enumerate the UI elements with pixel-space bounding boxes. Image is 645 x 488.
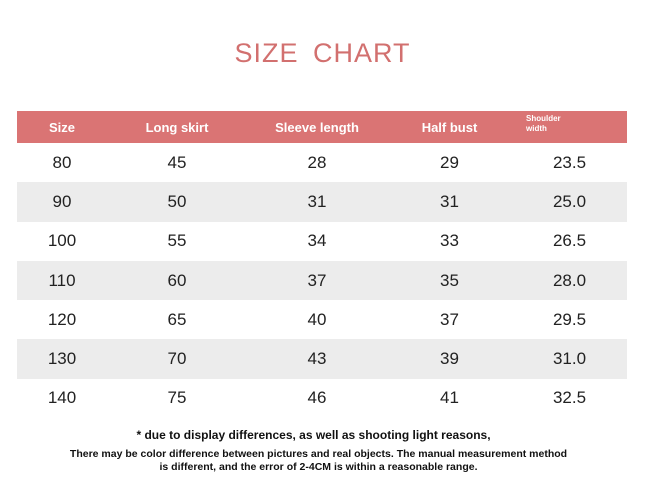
cell-half-bust: 29 <box>440 152 459 172</box>
cell-sleeve-length: 46 <box>307 388 327 408</box>
cell-shoulder-width: 26.5 <box>552 231 587 251</box>
header-long-skirt: Long skirt <box>145 119 209 135</box>
cell-shoulder-width: 23.5 <box>552 152 587 172</box>
cell-half-bust: 37 <box>440 309 459 329</box>
disclaimer-line-3: is different, and the error of 2-4CM is … <box>159 461 478 473</box>
table-row: 100 55 34 33 26.5 <box>17 222 627 261</box>
header-size: Size <box>48 119 75 135</box>
cell-shoulder-width: 32.5 <box>552 388 587 408</box>
cell-half-bust: 31 <box>440 191 459 211</box>
cell-long-skirt: 60 <box>167 270 187 290</box>
cell-sleeve-length: 43 <box>307 349 327 369</box>
cell-size: 140 <box>47 388 77 408</box>
header-sleeve-length: Sleeve length <box>275 119 359 135</box>
disclaimer-line-1: * due to display differences, as well as… <box>136 428 491 442</box>
cell-shoulder-width: 25.0 <box>552 191 587 211</box>
cell-half-bust: 41 <box>440 388 459 408</box>
cell-sleeve-length: 37 <box>307 270 327 290</box>
cell-size: 130 <box>47 349 77 369</box>
table-row: 130 70 43 39 31.0 <box>17 339 627 379</box>
cell-size: 80 <box>52 152 72 172</box>
cell-shoulder-width: 28.0 <box>552 270 587 290</box>
cell-long-skirt: 55 <box>167 231 187 251</box>
cell-sleeve-length: 40 <box>307 309 327 329</box>
cell-shoulder-width: 29.5 <box>552 309 587 329</box>
cell-sleeve-length: 28 <box>307 152 327 172</box>
cell-long-skirt: 45 <box>167 152 187 172</box>
cell-long-skirt: 50 <box>167 191 187 211</box>
header-shoulder-line2: width <box>526 124 547 133</box>
cell-size: 90 <box>52 191 72 211</box>
header-shoulder-width: Shoulder width <box>512 114 627 134</box>
cell-size: 120 <box>47 309 77 329</box>
cell-long-skirt: 75 <box>167 388 187 408</box>
table-row: 140 75 46 41 32.5 <box>17 379 627 418</box>
size-chart-table: Size Long skirt Sleeve length Half bust … <box>17 111 627 418</box>
table-row: 110 60 37 35 28.0 <box>17 260 627 301</box>
header-half-bust: Half bust <box>421 119 478 135</box>
cell-half-bust: 35 <box>440 270 459 290</box>
page-title: SIZE CHART <box>234 38 411 68</box>
cell-long-skirt: 70 <box>167 349 187 369</box>
cell-size: 110 <box>48 270 76 290</box>
cell-shoulder-width: 31.0 <box>552 349 587 369</box>
header-shoulder-line1: Shoulder <box>526 114 561 123</box>
disclaimer-line-2: There may be color difference between pi… <box>69 448 568 460</box>
table-row: 80 45 28 29 23.5 <box>17 143 627 182</box>
cell-half-bust: 33 <box>440 231 459 251</box>
cell-half-bust: 39 <box>440 349 459 369</box>
cell-sleeve-length: 34 <box>307 231 327 251</box>
disclaimer-block: There may be color difference between pi… <box>0 448 637 474</box>
table-row: 120 65 40 37 29.5 <box>17 300 627 339</box>
cell-long-skirt: 65 <box>167 309 187 329</box>
table-header-row: Size Long skirt Sleeve length Half bust … <box>17 111 627 143</box>
table-row: 90 50 31 31 25.0 <box>17 182 627 222</box>
cell-sleeve-length: 31 <box>307 191 327 211</box>
cell-size: 100 <box>47 231 77 251</box>
